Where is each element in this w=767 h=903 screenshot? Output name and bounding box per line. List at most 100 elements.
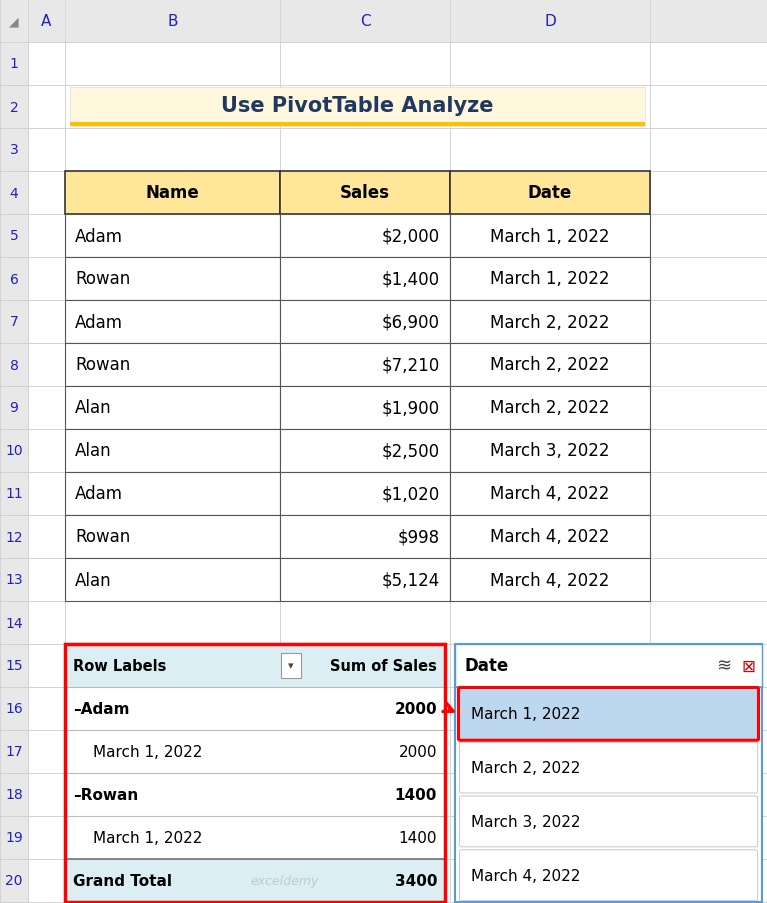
Bar bbox=[280, 172, 450, 215]
Bar bbox=[65, 644, 445, 902]
Text: 2: 2 bbox=[10, 100, 18, 115]
Bar bbox=[280, 687, 450, 731]
Bar bbox=[65, 816, 445, 859]
Bar bbox=[650, 430, 767, 472]
Bar bbox=[280, 129, 450, 172]
Text: 18: 18 bbox=[5, 787, 23, 802]
Bar bbox=[65, 472, 280, 516]
Bar bbox=[450, 558, 650, 601]
Bar bbox=[65, 129, 280, 172]
Bar bbox=[280, 215, 450, 257]
Bar bbox=[0, 816, 28, 859]
Bar bbox=[650, 386, 767, 430]
Bar bbox=[650, 687, 767, 731]
Text: 9: 9 bbox=[9, 401, 18, 415]
Bar bbox=[70, 123, 645, 126]
Bar bbox=[650, 344, 767, 386]
Text: 17: 17 bbox=[5, 745, 23, 759]
Bar bbox=[28, 215, 65, 257]
Text: Alan: Alan bbox=[75, 442, 112, 460]
Text: March 2, 2022: March 2, 2022 bbox=[490, 356, 610, 374]
Bar bbox=[650, 558, 767, 601]
Bar bbox=[280, 731, 450, 773]
Text: 12: 12 bbox=[5, 530, 23, 544]
Bar bbox=[280, 472, 450, 516]
Bar bbox=[65, 430, 280, 472]
Bar bbox=[455, 644, 762, 902]
Bar bbox=[450, 215, 650, 257]
FancyBboxPatch shape bbox=[459, 796, 758, 847]
Text: 3400: 3400 bbox=[394, 873, 437, 888]
Bar bbox=[0, 344, 28, 386]
Text: 2000: 2000 bbox=[399, 744, 437, 759]
Bar bbox=[280, 601, 450, 644]
Bar bbox=[65, 687, 280, 731]
Bar bbox=[65, 172, 280, 215]
Text: 5: 5 bbox=[10, 229, 18, 243]
Bar bbox=[280, 344, 450, 386]
Text: March 2, 2022: March 2, 2022 bbox=[490, 313, 610, 331]
Bar bbox=[280, 172, 450, 215]
Bar bbox=[450, 687, 650, 731]
Text: Use PivotTable Analyze: Use PivotTable Analyze bbox=[221, 96, 494, 116]
Bar bbox=[450, 86, 650, 129]
Bar bbox=[280, 816, 450, 859]
Bar bbox=[65, 644, 445, 687]
Text: Adam: Adam bbox=[75, 313, 123, 331]
Bar bbox=[65, 687, 445, 731]
Text: March 1, 2022: March 1, 2022 bbox=[93, 744, 202, 759]
Bar bbox=[0, 516, 28, 558]
Bar bbox=[280, 430, 450, 472]
Bar bbox=[28, 86, 65, 129]
Bar bbox=[65, 516, 280, 558]
Text: 3: 3 bbox=[10, 144, 18, 157]
Text: March 4, 2022: March 4, 2022 bbox=[490, 528, 610, 546]
Bar bbox=[650, 859, 767, 902]
Bar bbox=[0, 902, 28, 903]
Text: Rowan: Rowan bbox=[75, 270, 130, 288]
Text: 10: 10 bbox=[5, 444, 23, 458]
Text: Rowan: Rowan bbox=[75, 356, 130, 374]
Bar bbox=[0, 215, 28, 257]
Bar bbox=[28, 859, 65, 902]
Bar bbox=[0, 0, 767, 43]
Text: March 4, 2022: March 4, 2022 bbox=[490, 571, 610, 589]
Bar bbox=[28, 129, 65, 172]
Bar bbox=[280, 558, 450, 601]
Bar bbox=[0, 773, 28, 816]
Text: $7,210: $7,210 bbox=[382, 356, 440, 374]
Bar bbox=[0, 386, 28, 430]
Text: Adam: Adam bbox=[75, 228, 123, 246]
Bar bbox=[65, 902, 280, 903]
Bar bbox=[28, 644, 65, 687]
Bar bbox=[280, 859, 450, 902]
Text: March 3, 2022: March 3, 2022 bbox=[471, 814, 581, 829]
Bar bbox=[280, 215, 450, 257]
Text: 4: 4 bbox=[10, 186, 18, 200]
Bar bbox=[0, 430, 28, 472]
Bar bbox=[280, 386, 450, 430]
Bar bbox=[280, 516, 450, 558]
Bar bbox=[450, 344, 650, 386]
Text: 1: 1 bbox=[9, 58, 18, 71]
Text: Sales: Sales bbox=[340, 184, 390, 202]
Bar bbox=[280, 86, 450, 129]
Bar bbox=[65, 215, 280, 257]
Bar bbox=[450, 386, 650, 430]
Text: 14: 14 bbox=[5, 616, 23, 629]
Bar bbox=[450, 215, 650, 257]
Bar bbox=[450, 516, 650, 558]
Bar bbox=[65, 344, 280, 386]
Text: March 1, 2022: March 1, 2022 bbox=[490, 270, 610, 288]
Bar bbox=[450, 773, 650, 816]
Bar bbox=[0, 644, 28, 687]
Bar bbox=[450, 430, 650, 472]
Text: Grand Total: Grand Total bbox=[73, 873, 172, 888]
Bar bbox=[28, 344, 65, 386]
Bar bbox=[28, 430, 65, 472]
FancyBboxPatch shape bbox=[459, 850, 758, 900]
Bar bbox=[650, 86, 767, 129]
Bar bbox=[450, 43, 650, 86]
Bar bbox=[281, 653, 301, 679]
Text: $1,020: $1,020 bbox=[382, 485, 440, 503]
